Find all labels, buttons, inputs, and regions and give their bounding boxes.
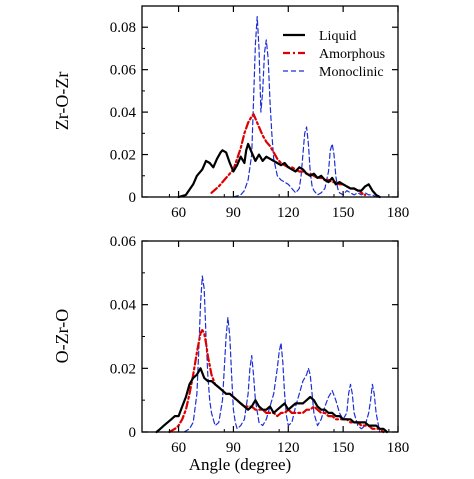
bottom-plot-frame bbox=[141, 240, 399, 433]
bottom-y-axis-label: O-Zr-O bbox=[52, 309, 72, 364]
bottom-series-amorphous bbox=[168, 329, 385, 434]
bottom-x-tick-label: 120 bbox=[277, 440, 300, 456]
bottom-y-tick-label: 0.02 bbox=[110, 361, 136, 377]
bottom-x-tick-label: 90 bbox=[226, 440, 241, 456]
bottom-y-tick-label: 0.04 bbox=[110, 298, 137, 314]
top-x-tick-label: 60 bbox=[171, 205, 186, 221]
legend: Liquid Amorphous Monoclinic bbox=[283, 29, 385, 80]
bottom-ticks-layer: 60 90 120 150 180 0 0.02 0.04 0.06 bbox=[110, 234, 410, 456]
bottom-x-tick-label: 60 bbox=[171, 440, 186, 456]
top-ticks-layer: 60 90 120 150 180 0 0.02 0.04 0.06 0.08 bbox=[110, 6, 410, 221]
legend-label-amorphous: Amorphous bbox=[319, 47, 385, 62]
bottom-series-layer bbox=[155, 275, 389, 434]
top-y-tick-label: 0.04 bbox=[110, 105, 137, 121]
top-x-tick-label: 180 bbox=[387, 205, 410, 221]
bottom-x-tick-label: 150 bbox=[332, 440, 355, 456]
top-series-layer bbox=[177, 16, 381, 199]
bottom-y-tick-label: 0 bbox=[129, 425, 137, 441]
top-y-tick-label: 0.06 bbox=[110, 63, 137, 79]
bottom-series-liquid bbox=[155, 367, 389, 434]
legend-label-monoclinic: Monoclinic bbox=[319, 65, 384, 80]
top-panel: 60 90 120 150 180 0 0.02 0.04 0.06 0.08 Zr-O-Zr L… bbox=[52, 5, 410, 221]
legend-label-liquid: Liquid bbox=[319, 29, 356, 44]
top-y-tick-label: 0 bbox=[129, 190, 137, 206]
top-y-tick-label: 0.08 bbox=[110, 20, 136, 36]
bottom-series-monoclinic bbox=[183, 275, 381, 433]
top-x-tick-label: 120 bbox=[277, 205, 300, 221]
top-series-monoclinic bbox=[232, 16, 381, 198]
bottom-x-axis-label: Angle (degree) bbox=[189, 455, 291, 474]
top-x-tick-label: 90 bbox=[226, 205, 241, 221]
top-series-liquid bbox=[177, 142, 381, 199]
top-x-tick-label: 150 bbox=[332, 205, 355, 221]
bottom-y-tick-label: 0.06 bbox=[110, 234, 137, 250]
bottom-panel: 60 90 120 150 180 0 0.02 0.04 0.06 O-Zr-O Angle … bbox=[52, 234, 409, 474]
top-y-tick-label: 0.02 bbox=[110, 148, 136, 164]
bottom-x-tick-label: 180 bbox=[387, 440, 410, 456]
top-y-axis-label: Zr-O-Zr bbox=[52, 72, 72, 131]
top-plot-frame bbox=[141, 5, 399, 198]
